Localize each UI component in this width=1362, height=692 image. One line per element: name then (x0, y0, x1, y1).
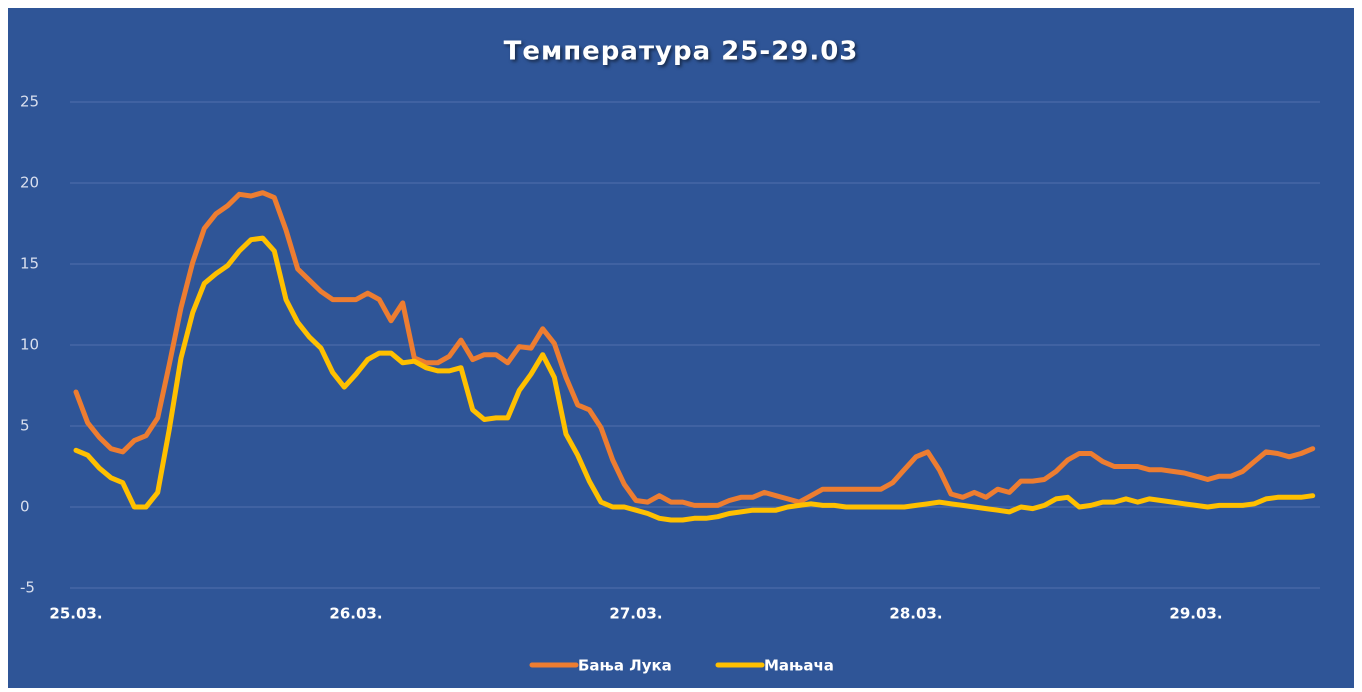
series-line (73, 190, 1316, 508)
chart-background (8, 8, 1354, 688)
y-tick-label: 25 (20, 93, 39, 111)
x-tick-label: 26.03. (329, 605, 382, 623)
y-tick-label: 5 (20, 417, 30, 435)
y-tick-label: 10 (20, 336, 39, 354)
y-tick-label: 0 (20, 498, 30, 516)
chart-title: Температура 25-29.03 (504, 37, 859, 67)
legend-label: Мањача (764, 657, 834, 675)
x-tick-label: 25.03. (49, 605, 102, 623)
x-tick-label: 27.03. (609, 605, 662, 623)
legend-label: Бања Лука (578, 657, 672, 675)
y-tick-label: 15 (20, 255, 39, 273)
y-tick-label: -5 (20, 579, 35, 597)
series-line (73, 235, 1316, 523)
y-tick-label: 20 (20, 174, 39, 192)
x-tick-label: 29.03. (1169, 605, 1222, 623)
x-tick-label: 28.03. (889, 605, 942, 623)
